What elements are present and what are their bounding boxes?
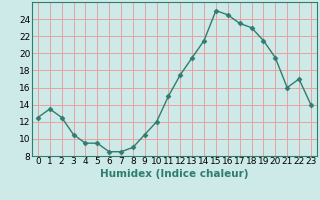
X-axis label: Humidex (Indice chaleur): Humidex (Indice chaleur)	[100, 169, 249, 179]
